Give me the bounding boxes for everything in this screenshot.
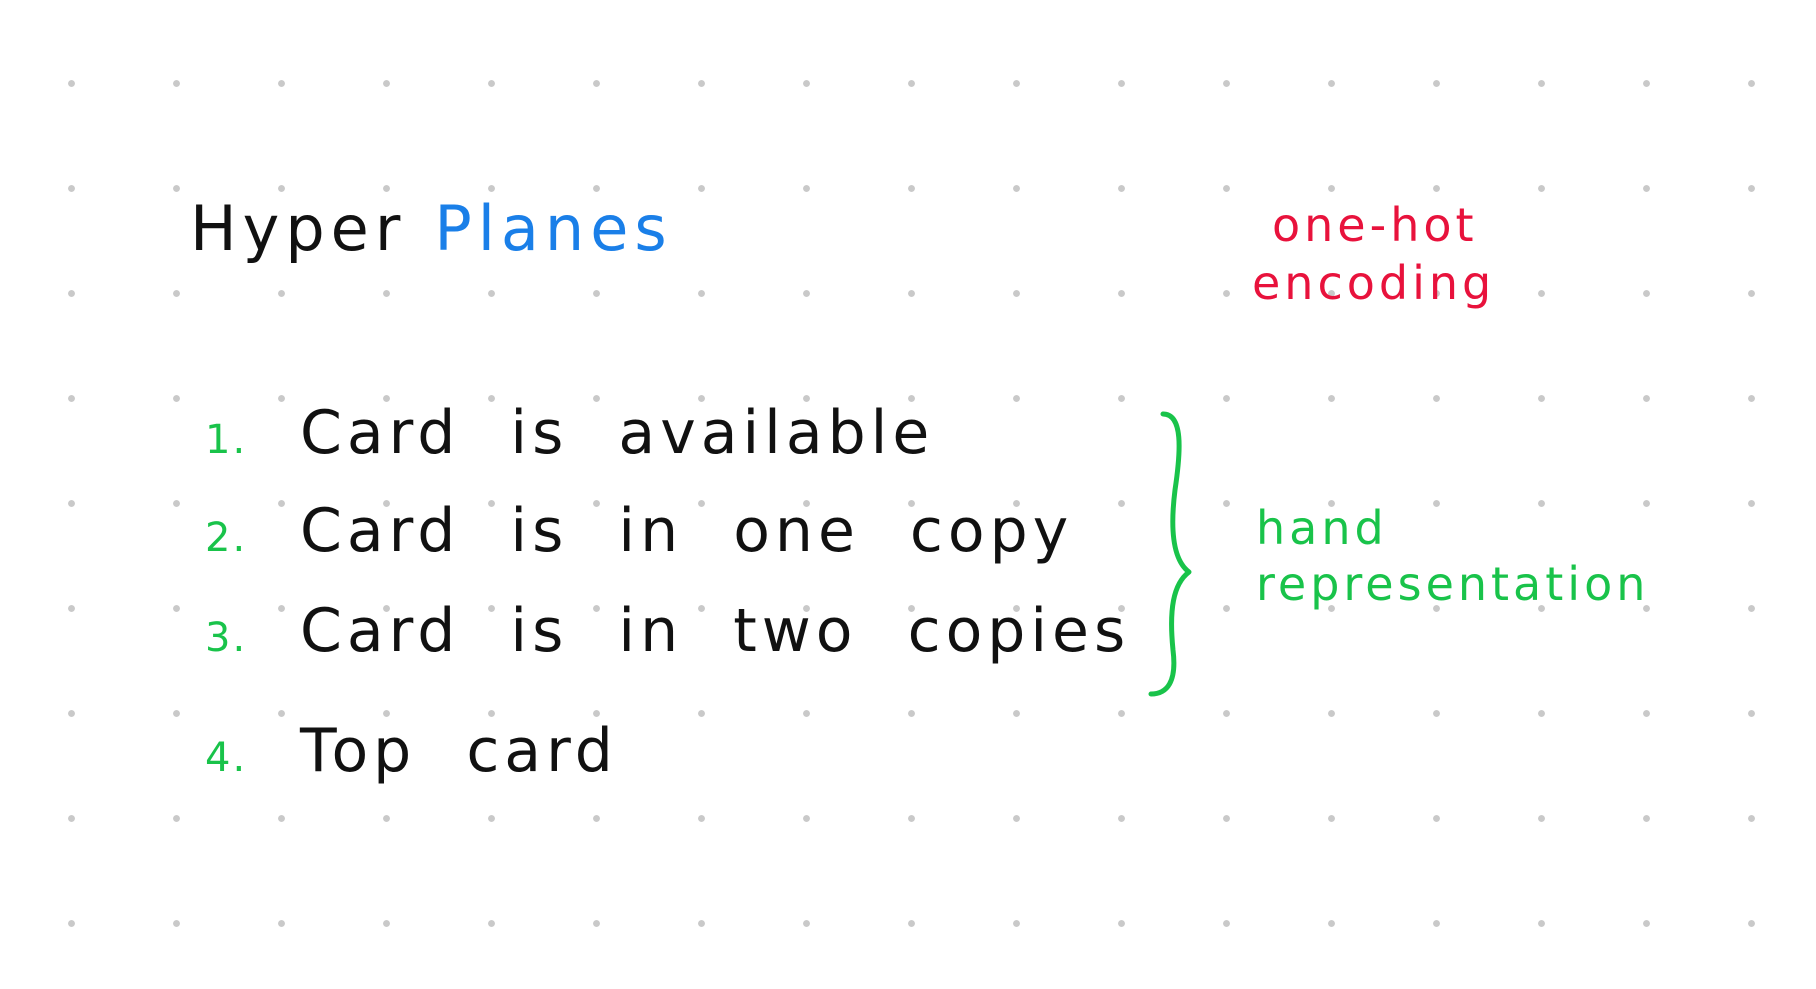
list-item: 1. Card is available: [205, 398, 934, 468]
note-line-hand: hand: [1256, 501, 1388, 555]
one-hot-encoding-note: one-hot encoding: [1252, 196, 1495, 312]
note-line-one-hot: one-hot: [1272, 198, 1478, 252]
list-item-number: 3.: [205, 615, 248, 661]
curly-brace-icon: [1148, 411, 1192, 697]
note-line-encoding: encoding: [1252, 256, 1496, 310]
list-item-number: 2.: [205, 515, 248, 561]
page-title: Hyper Planes: [190, 192, 673, 265]
list-item-number: 1.: [205, 417, 248, 463]
list-item-text: Card is in two copies: [300, 596, 1131, 666]
list-item-text: Card is available: [300, 398, 935, 468]
list-item-text: Top card: [300, 716, 618, 786]
note-line-representation: representation: [1256, 557, 1650, 611]
title-part-hyper: Hyper: [190, 192, 407, 265]
list-item: 4. Top card: [205, 716, 618, 786]
list-item-number: 4.: [205, 735, 248, 781]
title-part-planes: Planes: [434, 192, 673, 265]
list-item: 3. Card is in two copies: [205, 596, 1130, 666]
list-item-text: Card is in one copy: [300, 496, 1074, 566]
hand-representation-note: hand representation: [1256, 500, 1649, 612]
list-item: 2. Card is in one copy: [205, 496, 1073, 566]
